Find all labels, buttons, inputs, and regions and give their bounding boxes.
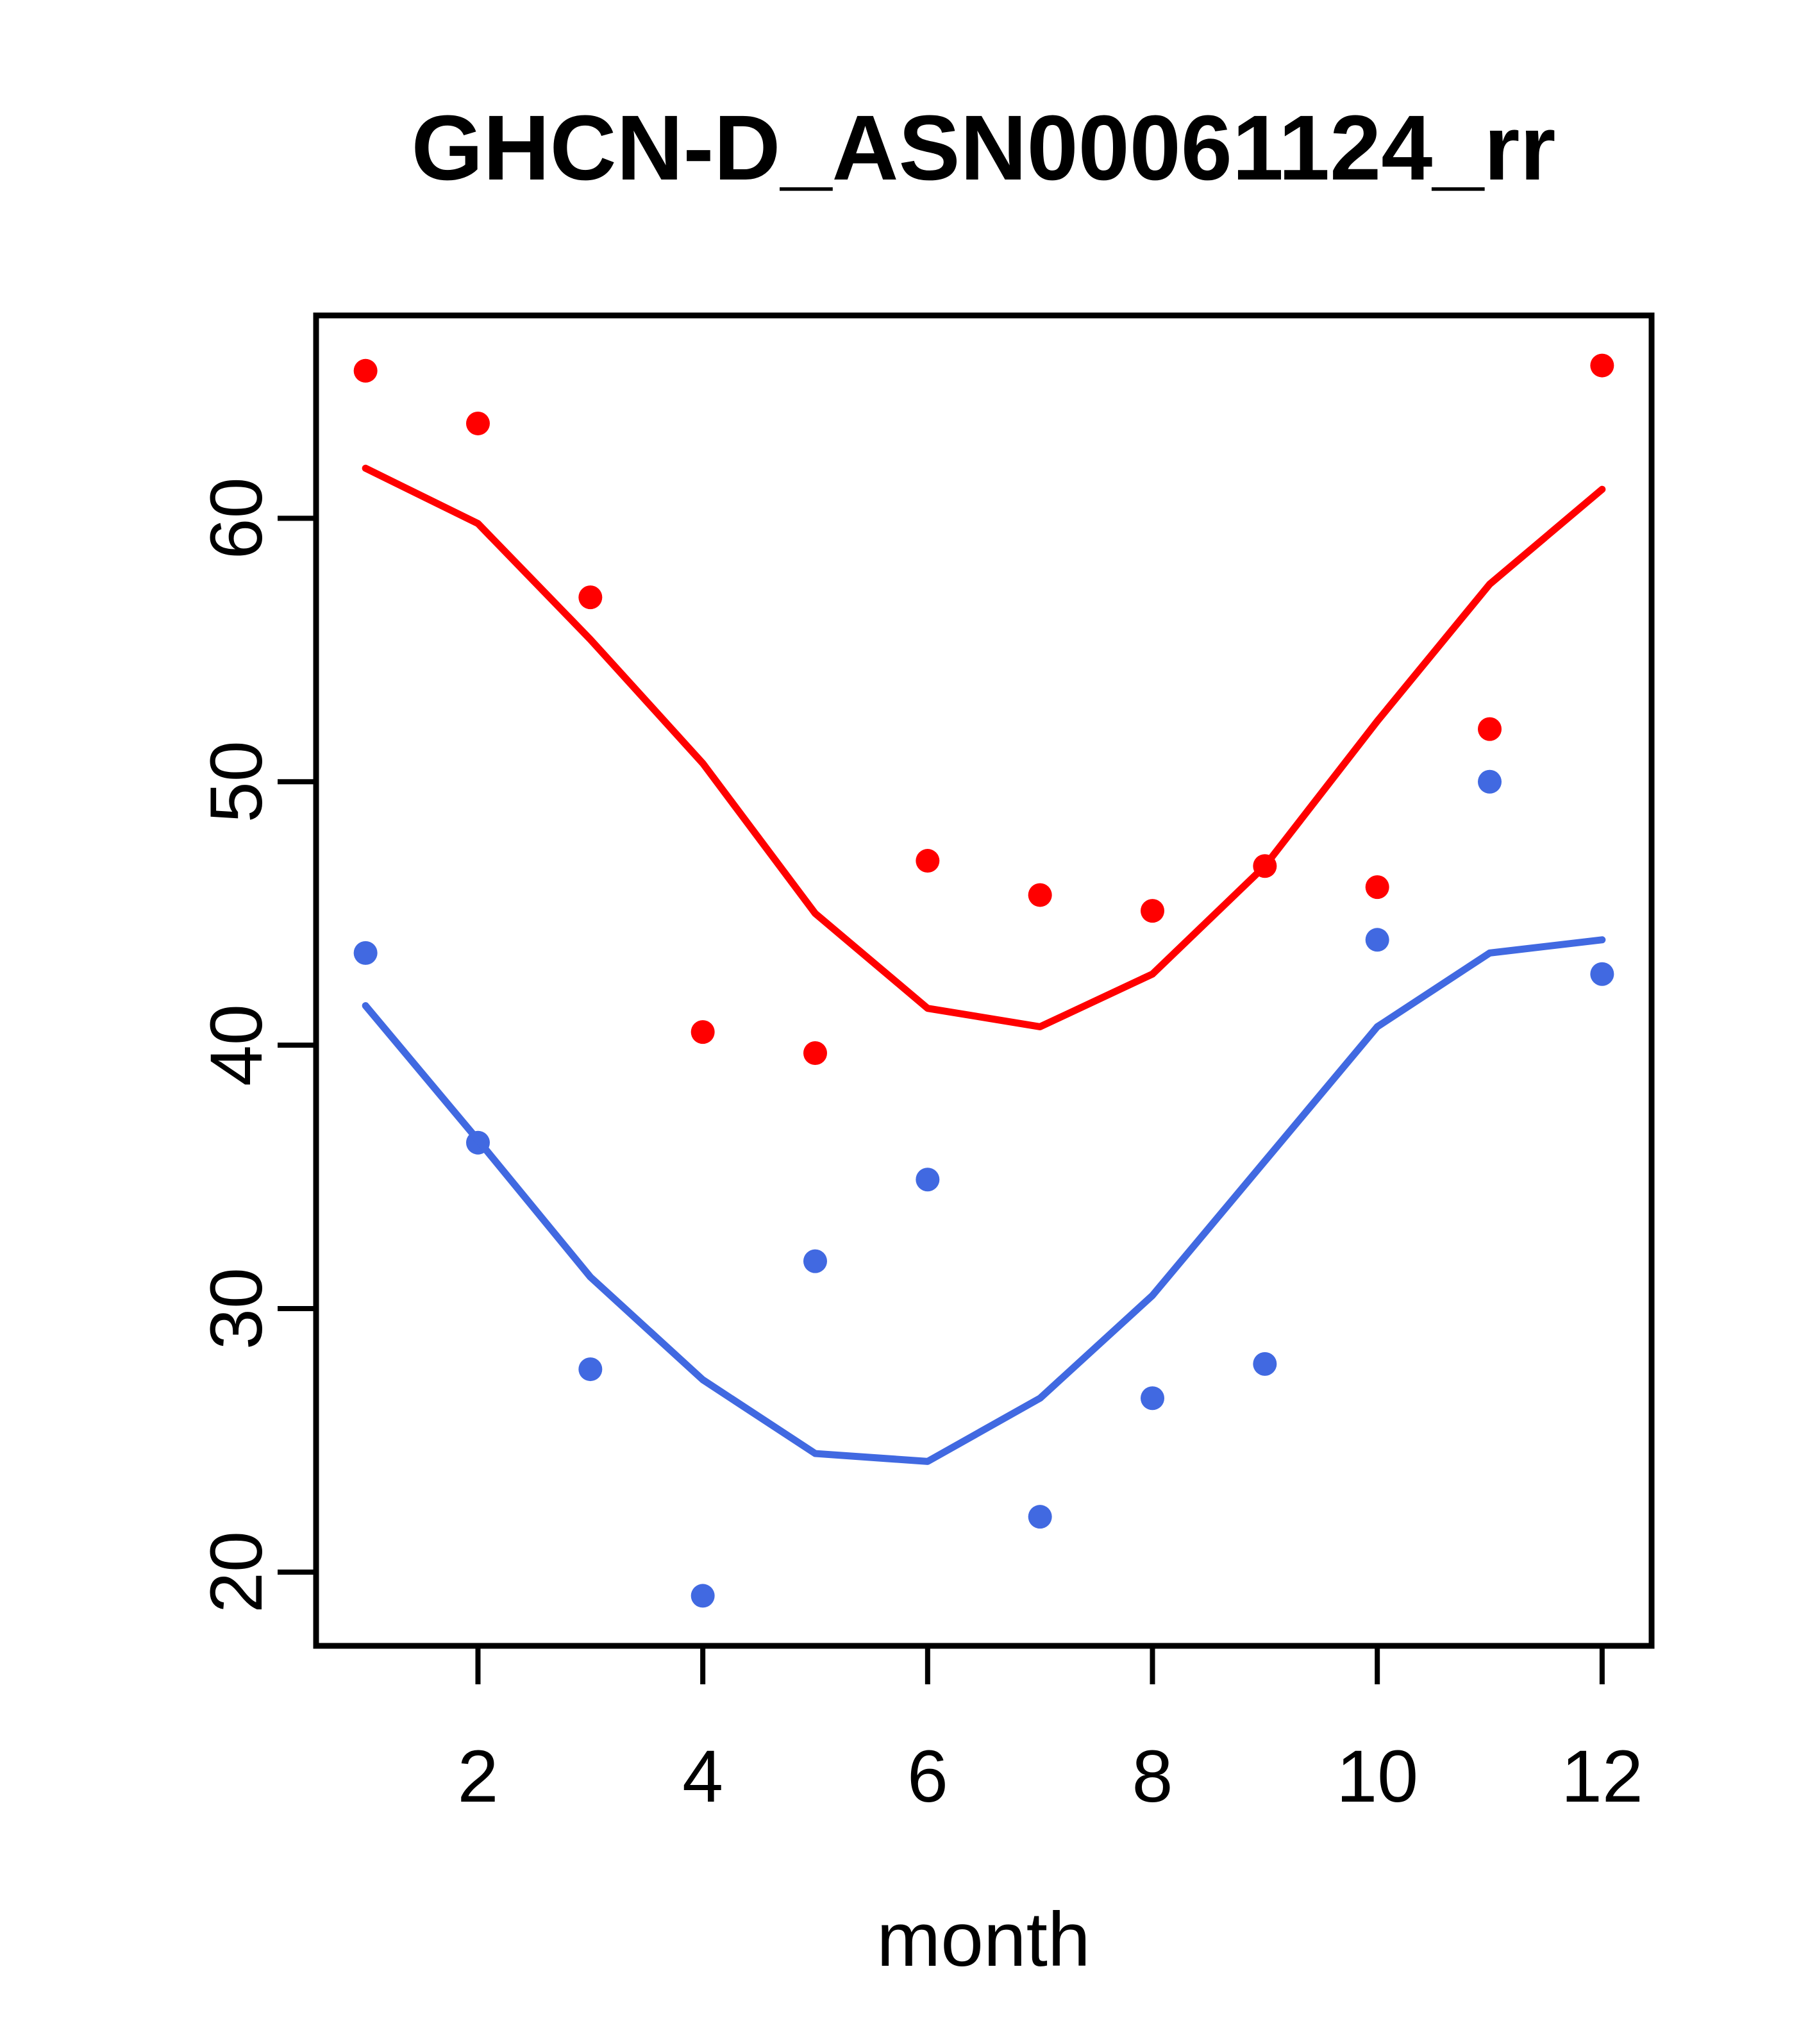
- x-axis-label: month: [876, 1897, 1091, 1982]
- blue-points-point: [1141, 1386, 1165, 1411]
- x-axis: 2 4 6 8 10 12: [458, 1646, 1643, 1818]
- red-points-point: [578, 585, 603, 610]
- series-layer: [353, 353, 1614, 1608]
- blue-line-path: [362, 936, 1606, 1465]
- chart-title: GHCN-D_ASN00061124_rr: [412, 96, 1556, 199]
- x-tick-label: 4: [682, 1736, 723, 1818]
- red-line-path: [362, 464, 1606, 1030]
- blue-points-point: [578, 1357, 603, 1382]
- blue-points-point: [691, 1584, 715, 1608]
- red-points-point: [353, 358, 378, 383]
- red-points-point: [1590, 353, 1614, 378]
- red-points-point: [916, 849, 940, 873]
- plot-box: [313, 312, 1655, 1649]
- x-tick-label: 10: [1336, 1736, 1418, 1818]
- blue-line-series: [362, 936, 1606, 1465]
- red-points-series: [353, 353, 1614, 1065]
- x-tick-label: 8: [1132, 1736, 1173, 1818]
- blue-points-point: [916, 1168, 940, 1192]
- blue-points-point: [1590, 962, 1614, 986]
- red-points-point: [803, 1041, 827, 1065]
- x-tick-label: 6: [907, 1736, 948, 1818]
- red-points-point: [691, 1020, 715, 1044]
- blue-points-point: [1253, 1352, 1277, 1376]
- blue-points-point: [1365, 928, 1389, 952]
- x-tick-label: 2: [458, 1736, 499, 1818]
- red-points-point: [1365, 875, 1389, 900]
- y-tick-label: 30: [196, 1268, 278, 1350]
- y-tick-label: 20: [196, 1531, 278, 1613]
- red-points-point: [465, 411, 490, 435]
- red-points-point: [1478, 717, 1502, 741]
- red-points-point: [1141, 899, 1165, 923]
- x-tick-label: 12: [1561, 1736, 1643, 1818]
- red-line-series: [362, 464, 1606, 1030]
- blue-points-point: [803, 1249, 827, 1273]
- y-tick-label: 40: [196, 1004, 278, 1086]
- blue-points-point: [353, 941, 378, 965]
- red-points-point: [1028, 883, 1052, 907]
- y-tick-label: 60: [196, 477, 278, 559]
- y-axis: 20 30 40 50 60: [196, 477, 316, 1613]
- blue-points-series: [353, 769, 1614, 1608]
- blue-points-point: [1028, 1505, 1052, 1529]
- blue-points-point: [1478, 769, 1502, 794]
- y-tick-label: 50: [196, 741, 278, 823]
